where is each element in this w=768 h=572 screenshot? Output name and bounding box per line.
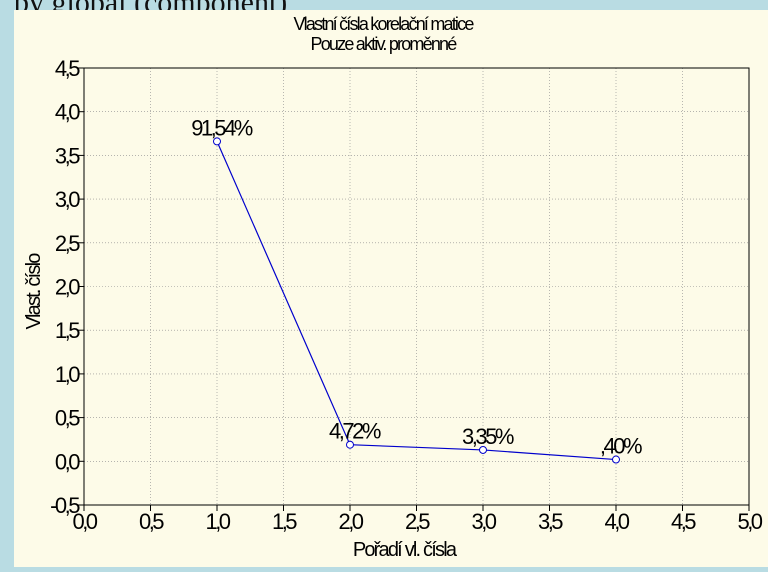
x-tick-label: 3,5 [538, 509, 563, 534]
series-eigenvalues: 91,54% 4,72% 3,35% ,40% [191, 115, 645, 464]
chart-title: Vlastní čísla korelační matice [293, 14, 474, 34]
data-point [346, 440, 354, 449]
series-line [216, 141, 617, 461]
grid [83, 67, 750, 506]
data-label: ,40% [600, 434, 642, 459]
x-tick-label: 2,0 [338, 509, 363, 534]
y-tick-label: 3,5 [55, 143, 80, 168]
data-label: 91,54% [191, 115, 253, 140]
data-label: 3,35% [462, 424, 514, 449]
y-tick-label: 3,0 [55, 187, 80, 212]
data-point [479, 445, 487, 454]
y-tick-label: 1,0 [55, 362, 80, 387]
data-label: 4,72% [329, 419, 381, 444]
y-tick-label: 4,0 [55, 100, 80, 125]
x-tick-label: 1,0 [205, 509, 230, 534]
x-tick-label: 5,0 [737, 509, 762, 534]
x-axis-title: Pořadí vl. čísla [353, 539, 458, 561]
x-tick-label: 4,5 [671, 509, 696, 534]
x-tick-label: 0,5 [139, 509, 164, 534]
x-tick-label: 1,5 [272, 509, 297, 534]
x-tick-label: 4,0 [604, 509, 629, 534]
chart-panel: Vlastní čísla korelační matice Pouze akt… [14, 10, 768, 567]
y-tick-label: 2,5 [55, 231, 80, 256]
chart-subtitle: Pouze aktiv. proměnné [311, 34, 458, 54]
y-tick-label: 0,5 [55, 406, 80, 431]
axes: 0,0 0,5 1,0 1,5 2,0 2,5 3,0 3,5 4,0 4,5 5,0-0,50,0… [50, 56, 765, 534]
data-point [612, 455, 620, 464]
y-tick-label: 2,0 [55, 275, 80, 300]
y-tick-label: 1,5 [55, 318, 80, 343]
x-tick-label: 3,0 [471, 509, 496, 534]
y-tick-label: 4,5 [55, 56, 80, 81]
y-tick-label: 0,0 [55, 449, 80, 474]
eigenvalue-chart: Vlastní čísla korelační matice Pouze akt… [23, 14, 765, 561]
x-tick-label: 2,5 [405, 509, 430, 534]
y-axis-title: Vlast. číslo [23, 253, 45, 330]
data-point [213, 137, 221, 146]
y-tick-label: -0,5 [50, 493, 80, 518]
